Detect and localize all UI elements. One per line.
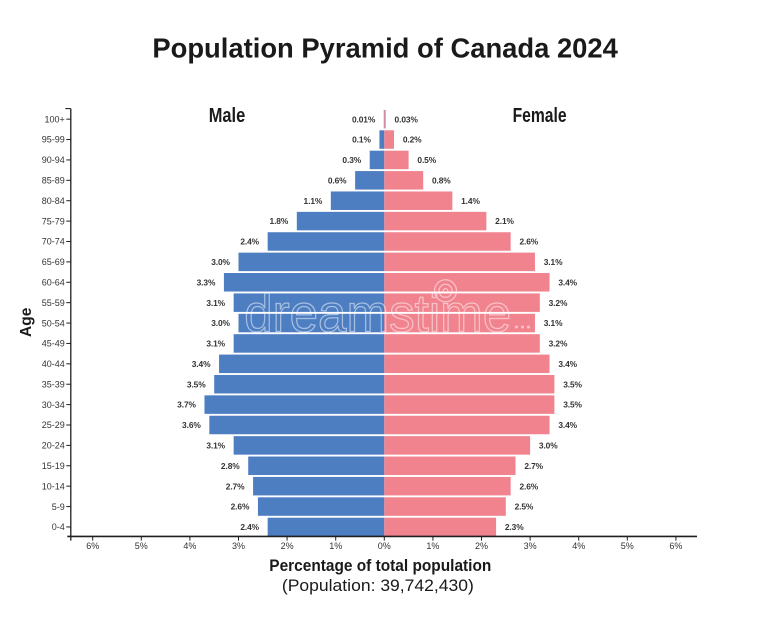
svg-text:3.1%: 3.1% [206,339,225,349]
svg-text:0.5%: 0.5% [417,155,436,165]
svg-text:0-4: 0-4 [52,522,65,532]
svg-text:0.01%: 0.01% [352,114,376,124]
svg-text:Female: Female [513,105,567,127]
svg-text:50-54: 50-54 [42,318,65,328]
svg-text:3.1%: 3.1% [544,318,563,328]
svg-text:2.7%: 2.7% [524,461,543,471]
svg-text:65-69: 65-69 [42,257,65,267]
svg-text:3.5%: 3.5% [563,400,582,410]
svg-text:2.3%: 2.3% [505,522,524,532]
svg-text:75-79: 75-79 [42,216,65,226]
svg-text:3.2%: 3.2% [549,339,568,349]
svg-text:90-94: 90-94 [42,155,65,165]
svg-text:5%: 5% [621,541,634,551]
svg-text:2.4%: 2.4% [240,522,259,532]
svg-text:dreamstime: dreamstime [244,285,511,344]
svg-text:Percentage of total population: Percentage of total population [269,556,491,575]
svg-text:2.6%: 2.6% [519,481,538,491]
svg-text:100+: 100+ [45,114,65,124]
svg-text:3.5%: 3.5% [187,379,206,389]
svg-text:2%: 2% [475,541,488,551]
svg-text:3.1%: 3.1% [206,298,225,308]
svg-text:3.4%: 3.4% [558,277,577,287]
svg-text:80-84: 80-84 [42,196,65,206]
svg-text:4%: 4% [183,541,196,551]
svg-text:(Population: 39,742,430): (Population: 39,742,430) [282,576,474,595]
svg-text:3.5%: 3.5% [563,379,582,389]
svg-text:1%: 1% [329,541,342,551]
svg-text:Male: Male [209,105,246,127]
svg-text:2.6%: 2.6% [519,237,538,247]
svg-text:3.6%: 3.6% [182,420,201,430]
svg-text:3.4%: 3.4% [192,359,211,369]
svg-text:Population Pyramid of Canada 2: Population Pyramid of Canada 2024 [152,32,618,64]
svg-text:Age: Age [18,307,35,337]
svg-text:3%: 3% [232,541,245,551]
svg-text:4%: 4% [572,541,585,551]
svg-text:3.0%: 3.0% [211,318,230,328]
svg-text:3.4%: 3.4% [558,359,577,369]
svg-text:0.3%: 0.3% [342,155,361,165]
svg-text:5%: 5% [135,541,148,551]
svg-text:3.1%: 3.1% [544,257,563,267]
svg-text:15-19: 15-19 [42,461,65,471]
svg-text:2.7%: 2.7% [226,481,245,491]
svg-text:1.8%: 1.8% [270,216,289,226]
svg-text:1.4%: 1.4% [461,196,480,206]
svg-text:85-89: 85-89 [42,176,65,186]
svg-text:0.1%: 0.1% [352,135,371,145]
svg-text:35-39: 35-39 [42,379,65,389]
svg-text:2.4%: 2.4% [240,237,259,247]
svg-text:3.4%: 3.4% [558,420,577,430]
svg-text:0%: 0% [378,541,391,551]
svg-text:2.8%: 2.8% [221,461,240,471]
svg-text:45-49: 45-49 [42,339,65,349]
svg-text:3.3%: 3.3% [197,277,216,287]
svg-text:2%: 2% [281,541,294,551]
svg-text:6%: 6% [669,541,682,551]
svg-text:2.5%: 2.5% [515,502,534,512]
svg-text:55-59: 55-59 [42,298,65,308]
svg-text:0.8%: 0.8% [432,175,451,185]
svg-text:3.0%: 3.0% [211,257,230,267]
svg-text:40-44: 40-44 [42,359,65,369]
svg-text:2.6%: 2.6% [231,502,250,512]
svg-text:30-34: 30-34 [42,400,65,410]
svg-text:6%: 6% [86,541,99,551]
svg-text:1.1%: 1.1% [304,196,323,206]
svg-text:10-14: 10-14 [42,481,65,491]
svg-text:70-74: 70-74 [42,237,65,247]
svg-text:5-9: 5-9 [52,502,65,512]
svg-text:95-99: 95-99 [42,135,65,145]
svg-text:1%: 1% [426,541,439,551]
svg-text:3.7%: 3.7% [177,400,196,410]
svg-text:3.0%: 3.0% [539,440,558,450]
svg-text:3.1%: 3.1% [206,440,225,450]
svg-text:3%: 3% [524,541,537,551]
svg-text:60-64: 60-64 [42,277,65,287]
svg-text:0.03%: 0.03% [395,114,419,124]
svg-text:20-24: 20-24 [42,441,65,451]
svg-text:0.2%: 0.2% [403,135,422,145]
svg-text:25-29: 25-29 [42,420,65,430]
svg-text:3.2%: 3.2% [549,298,568,308]
svg-text:0.6%: 0.6% [328,175,347,185]
svg-text:2.1%: 2.1% [495,216,514,226]
